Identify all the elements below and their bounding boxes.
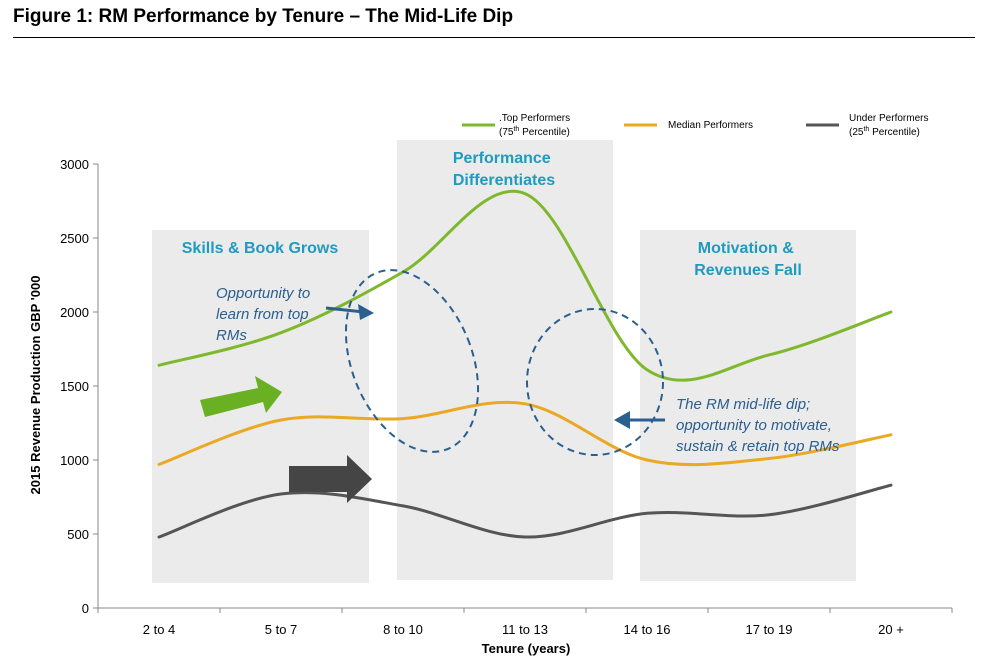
legend-label-under-tail: Percentile)	[869, 127, 920, 138]
series-line-median	[157, 400, 893, 467]
legend-label-under-pct: (25	[849, 127, 864, 138]
annotation-learn-from-top: Opportunity to learn from top RMs	[216, 285, 314, 344]
x-tick-label: 14 to 16	[624, 622, 671, 637]
series-line-top	[157, 189, 893, 382]
annotation-left-line-3: RMs	[216, 327, 247, 344]
band-motivation	[640, 230, 856, 581]
band-titles: Skills & Book Grows Performance Differen…	[182, 150, 802, 279]
legend-item-median: Median Performers	[624, 120, 753, 131]
band-title-motivation-line-1: Motivation &	[698, 240, 794, 257]
legend-label-under-line-1: Under Performers	[849, 113, 928, 124]
background-bands	[152, 140, 856, 583]
legend-item-top: .Top Performers (75th Percentile)	[462, 113, 573, 138]
annotation-right-line-2: opportunity to motivate,	[676, 417, 832, 434]
y-tick-label: 2500	[60, 231, 89, 246]
annotation-left-line-2: learn from top	[216, 306, 309, 323]
x-tick-label: 8 to 10	[383, 622, 423, 637]
dark-block-arrow-icon	[289, 455, 372, 503]
annotation-left-line-1: Opportunity to	[216, 285, 310, 302]
annotation-decor	[200, 269, 665, 503]
band-title-performance-line-1: Performance	[453, 150, 551, 167]
legend-label-top-tail: Percentile)	[519, 127, 570, 138]
y-tick-label: 3000	[60, 157, 89, 172]
x-axis-title: Tenure (years)	[482, 641, 571, 656]
legend-label-top-line-1: .Top Performers	[499, 113, 570, 124]
x-tick-label: 11 to 13	[502, 622, 548, 637]
x-tick-label: 17 to 19	[746, 622, 793, 637]
annotations: Opportunity to learn from top RMs The RM…	[216, 285, 840, 455]
series-lines	[157, 189, 893, 539]
dashed-ellipse-left	[344, 269, 480, 453]
x-tick-label: 20 +	[878, 622, 904, 637]
legend-label-top-sup: th	[513, 126, 519, 133]
legend-item-under: Under Performers (25th Percentile)	[806, 113, 931, 138]
axes: 0 500 1000 1500 2000 2500 3000 2 to 4 5 to 7 8 t…	[28, 157, 953, 656]
band-title-motivation-line-2: Revenues Fall	[694, 262, 802, 279]
legend: .Top Performers (75th Percentile) Median…	[462, 113, 931, 138]
legend-label-top-line-2: (75th Percentile)	[499, 126, 570, 138]
legend-label-under: Under Performers (25th Percentile)	[849, 113, 931, 138]
x-tick-label: 5 to 7	[265, 622, 298, 637]
band-skills	[152, 230, 369, 583]
x-tick-label: 2 to 4	[143, 622, 176, 637]
series-line-under	[157, 483, 893, 539]
y-tick-label: 2000	[60, 305, 89, 320]
y-tick-group: 0 500 1000 1500 2000 2500 3000	[60, 157, 98, 616]
arrow-left-icon	[614, 411, 665, 429]
legend-label-median: Median Performers	[668, 120, 753, 131]
legend-label-under-line-2: (25th Percentile)	[849, 126, 920, 138]
legend-label-under-sup: th	[863, 126, 869, 133]
band-title-skills-line-1: Skills & Book Grows	[182, 240, 339, 257]
band-title-performance: Performance Differentiates	[453, 150, 555, 189]
green-block-arrow-icon	[200, 376, 282, 417]
y-tick-label: 1000	[60, 453, 89, 468]
figure-title: Figure 1: RM Performance by Tenure – The…	[13, 6, 514, 27]
title-rule	[13, 37, 975, 38]
band-title-performance-line-2: Differentiates	[453, 172, 555, 189]
annotation-right-line-3: sustain & retain top RMs	[676, 438, 840, 455]
band-title-motivation: Motivation & Revenues Fall	[694, 240, 802, 279]
y-tick-label: 500	[67, 527, 89, 542]
x-tick-group: 2 to 4 5 to 7 8 to 10 11 to 13 14 to 16 17 to…	[97, 608, 953, 637]
legend-label-top-pct: (75	[499, 127, 514, 138]
annotation-mid-life-dip: The RM mid-life dip; opportunity to moti…	[676, 396, 840, 455]
band-title-skills: Skills & Book Grows	[182, 240, 339, 257]
arrow-right-icon	[325, 304, 374, 320]
y-tick-label: 0	[82, 601, 89, 616]
annotation-right-line-1: The RM mid-life dip;	[676, 396, 810, 413]
band-performance	[397, 140, 613, 580]
dashed-ellipse-right	[526, 308, 664, 456]
y-tick-label: 1500	[60, 379, 89, 394]
legend-label-top: .Top Performers (75th Percentile)	[499, 113, 573, 138]
y-axis-title: 2015 Revenue Production GBP '000	[28, 276, 43, 495]
